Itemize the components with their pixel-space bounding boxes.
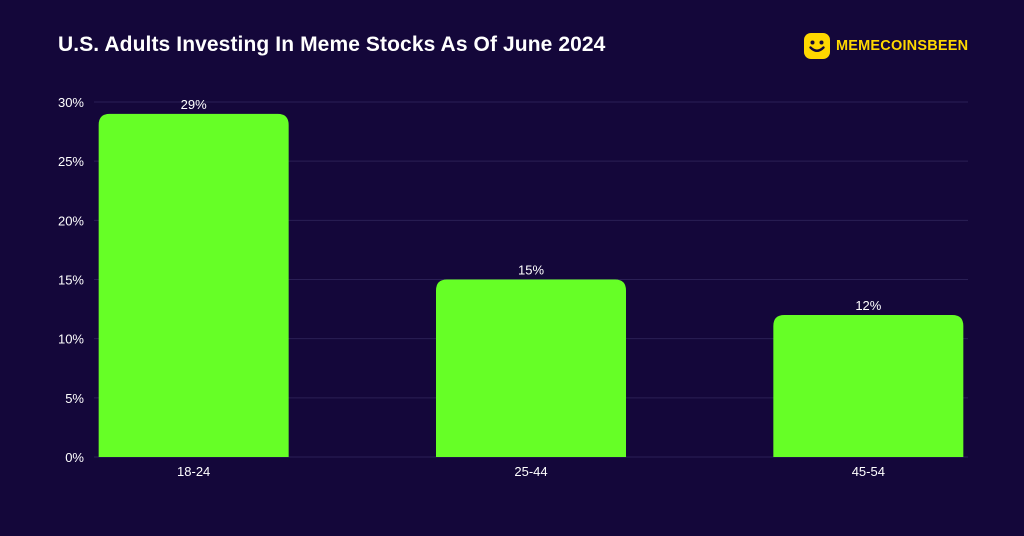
y-tick-label: 15%	[58, 273, 84, 288]
x-axis-ticks: 18-24 25-44 45-54	[177, 464, 885, 479]
bar-value-label: 12%	[855, 298, 881, 313]
bars: 29% 15% 12%	[98, 97, 964, 457]
bar-value-label: 29%	[181, 97, 207, 112]
y-tick-label: 20%	[58, 213, 84, 228]
bar-25-44	[436, 279, 626, 457]
y-axis-ticks: 0% 5% 10% 15% 20% 25% 30%	[58, 95, 84, 465]
smiley-face-icon	[804, 33, 830, 59]
brand-name: MEMECOINSBEEN	[836, 38, 969, 54]
x-tick-label: 25-44	[514, 464, 547, 479]
y-tick-label: 5%	[65, 391, 84, 406]
x-tick-label: 18-24	[177, 464, 210, 479]
brand-logo[interactable]: MEMECOINSBEEN	[804, 33, 968, 59]
x-tick-label: 45-54	[852, 464, 885, 479]
bar-45-54	[773, 315, 964, 457]
bar-value-label: 15%	[518, 263, 544, 278]
y-tick-label: 25%	[58, 154, 84, 169]
y-tick-label: 10%	[58, 332, 84, 347]
bar-18-24	[98, 113, 289, 457]
chart-title: U.S. Adults Investing In Meme Stocks As …	[58, 33, 606, 56]
y-tick-label: 0%	[65, 450, 84, 465]
y-tick-label: 30%	[58, 95, 84, 110]
